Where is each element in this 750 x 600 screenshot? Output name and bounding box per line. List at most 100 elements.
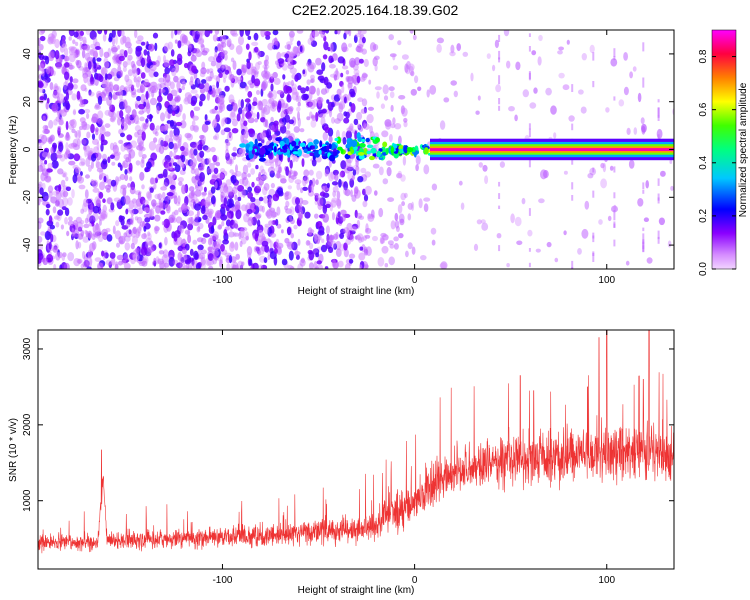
spectrogram-cell xyxy=(103,30,108,35)
spectrogram-cell xyxy=(399,148,403,154)
spectrogram-cell xyxy=(99,47,104,58)
spectrogram-cell xyxy=(226,212,232,220)
spectrogram-cell xyxy=(273,77,281,85)
spectrogram-cell xyxy=(218,72,223,79)
spectrogram-cell xyxy=(350,103,356,113)
spectrogram-cell xyxy=(153,225,159,234)
spectrogram-cell xyxy=(168,141,174,150)
spectrogram-cell xyxy=(136,226,142,234)
spectrogram-cell xyxy=(358,152,365,156)
spectrogram-cell xyxy=(200,158,206,168)
spectrogram-cell xyxy=(267,166,276,174)
spectrogram-cell xyxy=(276,223,282,229)
spectrogram-cell xyxy=(328,246,334,253)
spectrogram-cell xyxy=(297,238,301,246)
spectrogram-cell xyxy=(299,142,306,147)
spectrogram-cell xyxy=(198,166,205,171)
spectrogram-cell xyxy=(212,234,219,241)
spectrogram-cell xyxy=(178,181,183,186)
spectrogram-cell xyxy=(68,36,72,41)
spectrogram-cell xyxy=(381,245,389,254)
spectrogram-cell xyxy=(98,236,104,242)
spectrogram-cell xyxy=(58,198,64,208)
spectrogram-cell xyxy=(481,222,489,231)
spectrogram-cell xyxy=(97,95,103,105)
spectrogram-cell xyxy=(256,90,260,95)
spectrogram-cell xyxy=(239,148,247,153)
spectrogram-cell xyxy=(253,46,259,53)
spectrogram-cell xyxy=(248,51,252,61)
spectrogram-cell xyxy=(343,96,347,104)
spectrogram-cell xyxy=(571,123,574,131)
spectrogram-cell xyxy=(74,49,79,59)
spectrogram-cell xyxy=(293,170,298,177)
spectrogram-cell xyxy=(317,75,325,81)
colorbar-tick-label: 0.8 xyxy=(698,49,709,63)
spectrogram-cell xyxy=(279,140,285,147)
spectrogram-cell xyxy=(248,258,253,266)
spectrogram-cell xyxy=(528,208,531,216)
spectrogram-cell xyxy=(168,167,176,172)
spectrogram-cell xyxy=(172,151,177,160)
spectrogram-cell xyxy=(157,193,163,201)
spectrogram-cell xyxy=(264,244,270,253)
spectrogram-cell xyxy=(293,46,299,55)
spectrogram-cell xyxy=(607,215,612,222)
spectrogram-cell xyxy=(204,82,210,93)
spectrogram-cell xyxy=(578,89,584,95)
spectrogram-cell xyxy=(183,62,189,69)
spectrogram-cell xyxy=(538,198,545,204)
spectrogram-cell xyxy=(480,219,486,224)
spectrogram-cell xyxy=(178,88,182,93)
spectrogram-cell xyxy=(201,79,207,84)
spectrogram-cell xyxy=(169,130,174,139)
spectrogram-cell xyxy=(171,104,178,111)
spectrogram-cell xyxy=(367,213,372,220)
spectrogram-cell xyxy=(67,220,75,226)
spectrogram-cell xyxy=(357,176,364,183)
spectrogram-cell xyxy=(321,62,326,72)
spectrogram-cell xyxy=(140,246,148,256)
spectrogram-cell xyxy=(120,132,125,138)
spectrogram-cell xyxy=(66,230,70,237)
spectrogram-cell xyxy=(264,161,272,166)
spectrogram-cell xyxy=(431,239,436,246)
spectrogram-cell xyxy=(86,213,92,223)
spectrogram-cell xyxy=(495,84,501,93)
spectrogram-cell xyxy=(180,145,185,152)
spectrogram-cell xyxy=(87,60,92,70)
spectrogram-cell xyxy=(38,197,41,206)
spectrogram-cell xyxy=(348,30,352,37)
spectrogram-cell xyxy=(143,258,148,263)
spectrogram-cell xyxy=(68,216,73,222)
colorbar-ticks: 0.00.20.40.60.8 xyxy=(698,49,736,276)
spectrogram-cell xyxy=(57,125,62,132)
spectrogram-cell xyxy=(221,220,225,227)
spectrogram-cell xyxy=(44,76,51,83)
spectrogram-cell xyxy=(201,123,209,133)
spectrogram-cell xyxy=(301,200,309,205)
spectrogram-cell xyxy=(64,47,69,58)
spectrogram-cell xyxy=(223,78,226,83)
spectrogram-cell xyxy=(263,183,270,191)
spectrogram-cell xyxy=(383,95,389,101)
spectrogram-cell xyxy=(284,44,292,50)
spectrogram-cell xyxy=(538,34,543,42)
spectrogram-cell xyxy=(112,94,119,100)
spectrogram-cell xyxy=(288,250,294,261)
spectrogram-cell xyxy=(345,158,352,168)
spectrogram-cell xyxy=(343,111,348,117)
spectrogram-cell xyxy=(196,210,200,217)
spectrogram-cell xyxy=(233,232,240,237)
spectrogram-cell xyxy=(270,73,274,79)
spectrogram-cell xyxy=(257,61,262,65)
spectrogram-cell xyxy=(360,108,368,114)
spectrogram-cell xyxy=(42,128,50,135)
spectrogram-cell xyxy=(174,39,178,44)
spectrogram-cell xyxy=(68,30,75,37)
spectrogram-cell xyxy=(400,105,405,115)
spectrogram-cell xyxy=(657,134,660,141)
spectrogram-cell xyxy=(235,253,240,260)
spectrogram-cell xyxy=(633,127,638,135)
spectrogram-cell xyxy=(372,57,378,67)
